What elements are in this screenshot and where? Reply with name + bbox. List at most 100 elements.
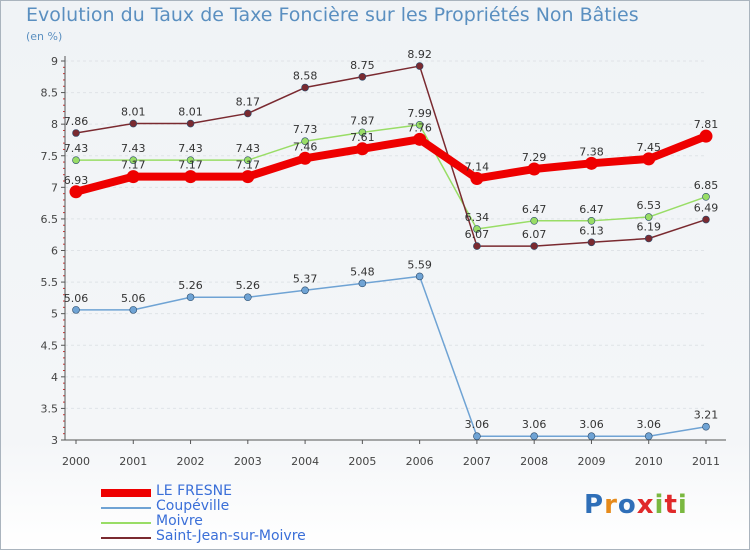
data-point — [587, 432, 596, 441]
x-tick-label: 2011 — [692, 455, 720, 468]
data-point — [530, 242, 538, 250]
data-label: 3.06 — [579, 418, 604, 431]
x-tick-label: 2004 — [291, 455, 319, 468]
y-tick-label: 3 — [51, 434, 58, 447]
data-label: 8.01 — [178, 106, 203, 119]
data-point — [72, 156, 80, 164]
data-label: 7.14 — [465, 160, 490, 173]
x-tick-label: 2009 — [577, 455, 605, 468]
data-label: 6.47 — [579, 203, 604, 216]
data-label: 8.75 — [350, 59, 375, 72]
legend-swatch — [101, 537, 151, 539]
data-label: 6.34 — [465, 211, 490, 224]
data-label: 7.61 — [350, 131, 375, 144]
series-line — [75, 275, 707, 437]
data-label: 5.26 — [236, 279, 261, 292]
data-label: 6.93 — [64, 174, 89, 187]
data-label: 8.01 — [121, 106, 146, 119]
data-label: 7.46 — [293, 140, 318, 153]
data-label: 7.43 — [121, 142, 146, 155]
data-point — [644, 234, 653, 243]
y-tick-label: 8.5 — [41, 87, 59, 100]
data-label: 7.17 — [236, 159, 261, 172]
data-point — [702, 193, 710, 201]
data-label: 8.58 — [293, 70, 318, 83]
x-tick-label: 2006 — [406, 455, 434, 468]
data-label: 5.48 — [350, 265, 375, 278]
data-point — [644, 432, 653, 441]
legend-label: LE FRESNE — [156, 483, 232, 499]
data-point — [301, 83, 309, 92]
grid — [65, 60, 706, 441]
data-label: 7.29 — [522, 151, 547, 164]
data-point — [72, 306, 80, 314]
data-point — [244, 109, 252, 118]
data-label: 6.49 — [694, 202, 719, 215]
data-label: 5.37 — [293, 272, 318, 285]
data-point — [413, 132, 427, 146]
data-label: 7.43 — [236, 142, 261, 155]
y-axis-unit: (en %) — [26, 30, 63, 43]
data-label: 8.92 — [407, 48, 432, 61]
data-point — [355, 142, 369, 156]
data-label: 3.21 — [694, 409, 719, 422]
data-label: 7.17 — [121, 159, 146, 172]
data-point — [186, 293, 195, 302]
y-tick-label: 4 — [51, 371, 58, 384]
data-point — [129, 119, 138, 128]
series-line — [75, 124, 707, 230]
data-label: 7.73 — [293, 123, 318, 136]
data-label: 7.81 — [694, 118, 719, 131]
x-tick-label: 2010 — [635, 455, 663, 468]
data-point — [587, 217, 596, 225]
y-tick-label: 5 — [51, 308, 58, 321]
data-label: 5.06 — [121, 292, 146, 305]
data-point — [358, 72, 367, 81]
series-group — [69, 62, 713, 441]
x-tick-label: 2008 — [520, 455, 548, 468]
data-label: 5.26 — [178, 279, 203, 292]
data-point — [301, 137, 309, 146]
legend-swatch — [101, 489, 151, 497]
line-chart: 3 3.5 4 4.5 5 5.5 6 6.5 7 7.5 8 8.5 9 2000 2001 2002 200… — [41, 48, 726, 468]
y-tick-label: 5.5 — [41, 276, 59, 289]
data-label: 6.07 — [522, 228, 547, 241]
proxiti-logo: Proxiti — [584, 490, 688, 520]
data-label: 7.43 — [64, 142, 89, 155]
data-point — [186, 119, 195, 128]
data-point — [358, 128, 367, 137]
x-tick-label: 2007 — [463, 455, 491, 468]
data-point — [415, 272, 424, 281]
data-label: 8.17 — [236, 95, 261, 108]
data-label: 6.19 — [636, 220, 661, 233]
data-point — [184, 170, 198, 184]
data-label: 6.07 — [465, 228, 490, 241]
data-point — [244, 293, 252, 302]
y-tick-label: 4.5 — [41, 339, 59, 352]
axes: 3 3.5 4 4.5 5 5.5 6 6.5 7 7.5 8 8.5 9 2000 2001 2002 200… — [41, 55, 726, 468]
legend-label: Saint-Jean-sur-Moivre — [156, 528, 306, 544]
x-tick-label: 2000 — [62, 455, 90, 468]
data-point — [69, 185, 83, 199]
legend-label: Moivre — [156, 513, 203, 529]
data-point — [129, 156, 138, 164]
data-point — [473, 242, 481, 250]
data-point — [702, 215, 710, 224]
data-point — [415, 62, 424, 70]
legend-swatch — [101, 522, 151, 524]
series-line — [72, 132, 710, 196]
data-label: 7.43 — [178, 142, 203, 155]
chart-title: Evolution du Taux de Taxe Foncière sur l… — [26, 4, 639, 26]
data-label: 5.06 — [64, 292, 89, 305]
data-label: 6.47 — [522, 203, 547, 216]
data-point — [584, 156, 598, 170]
data-point — [587, 238, 596, 247]
y-tick-label: 9 — [51, 55, 58, 68]
data-point — [298, 151, 312, 165]
data-point — [642, 152, 656, 166]
data-point — [301, 286, 309, 295]
data-label: 6.85 — [694, 179, 719, 192]
data-point — [129, 306, 138, 314]
x-tick-label: 2003 — [234, 455, 262, 468]
